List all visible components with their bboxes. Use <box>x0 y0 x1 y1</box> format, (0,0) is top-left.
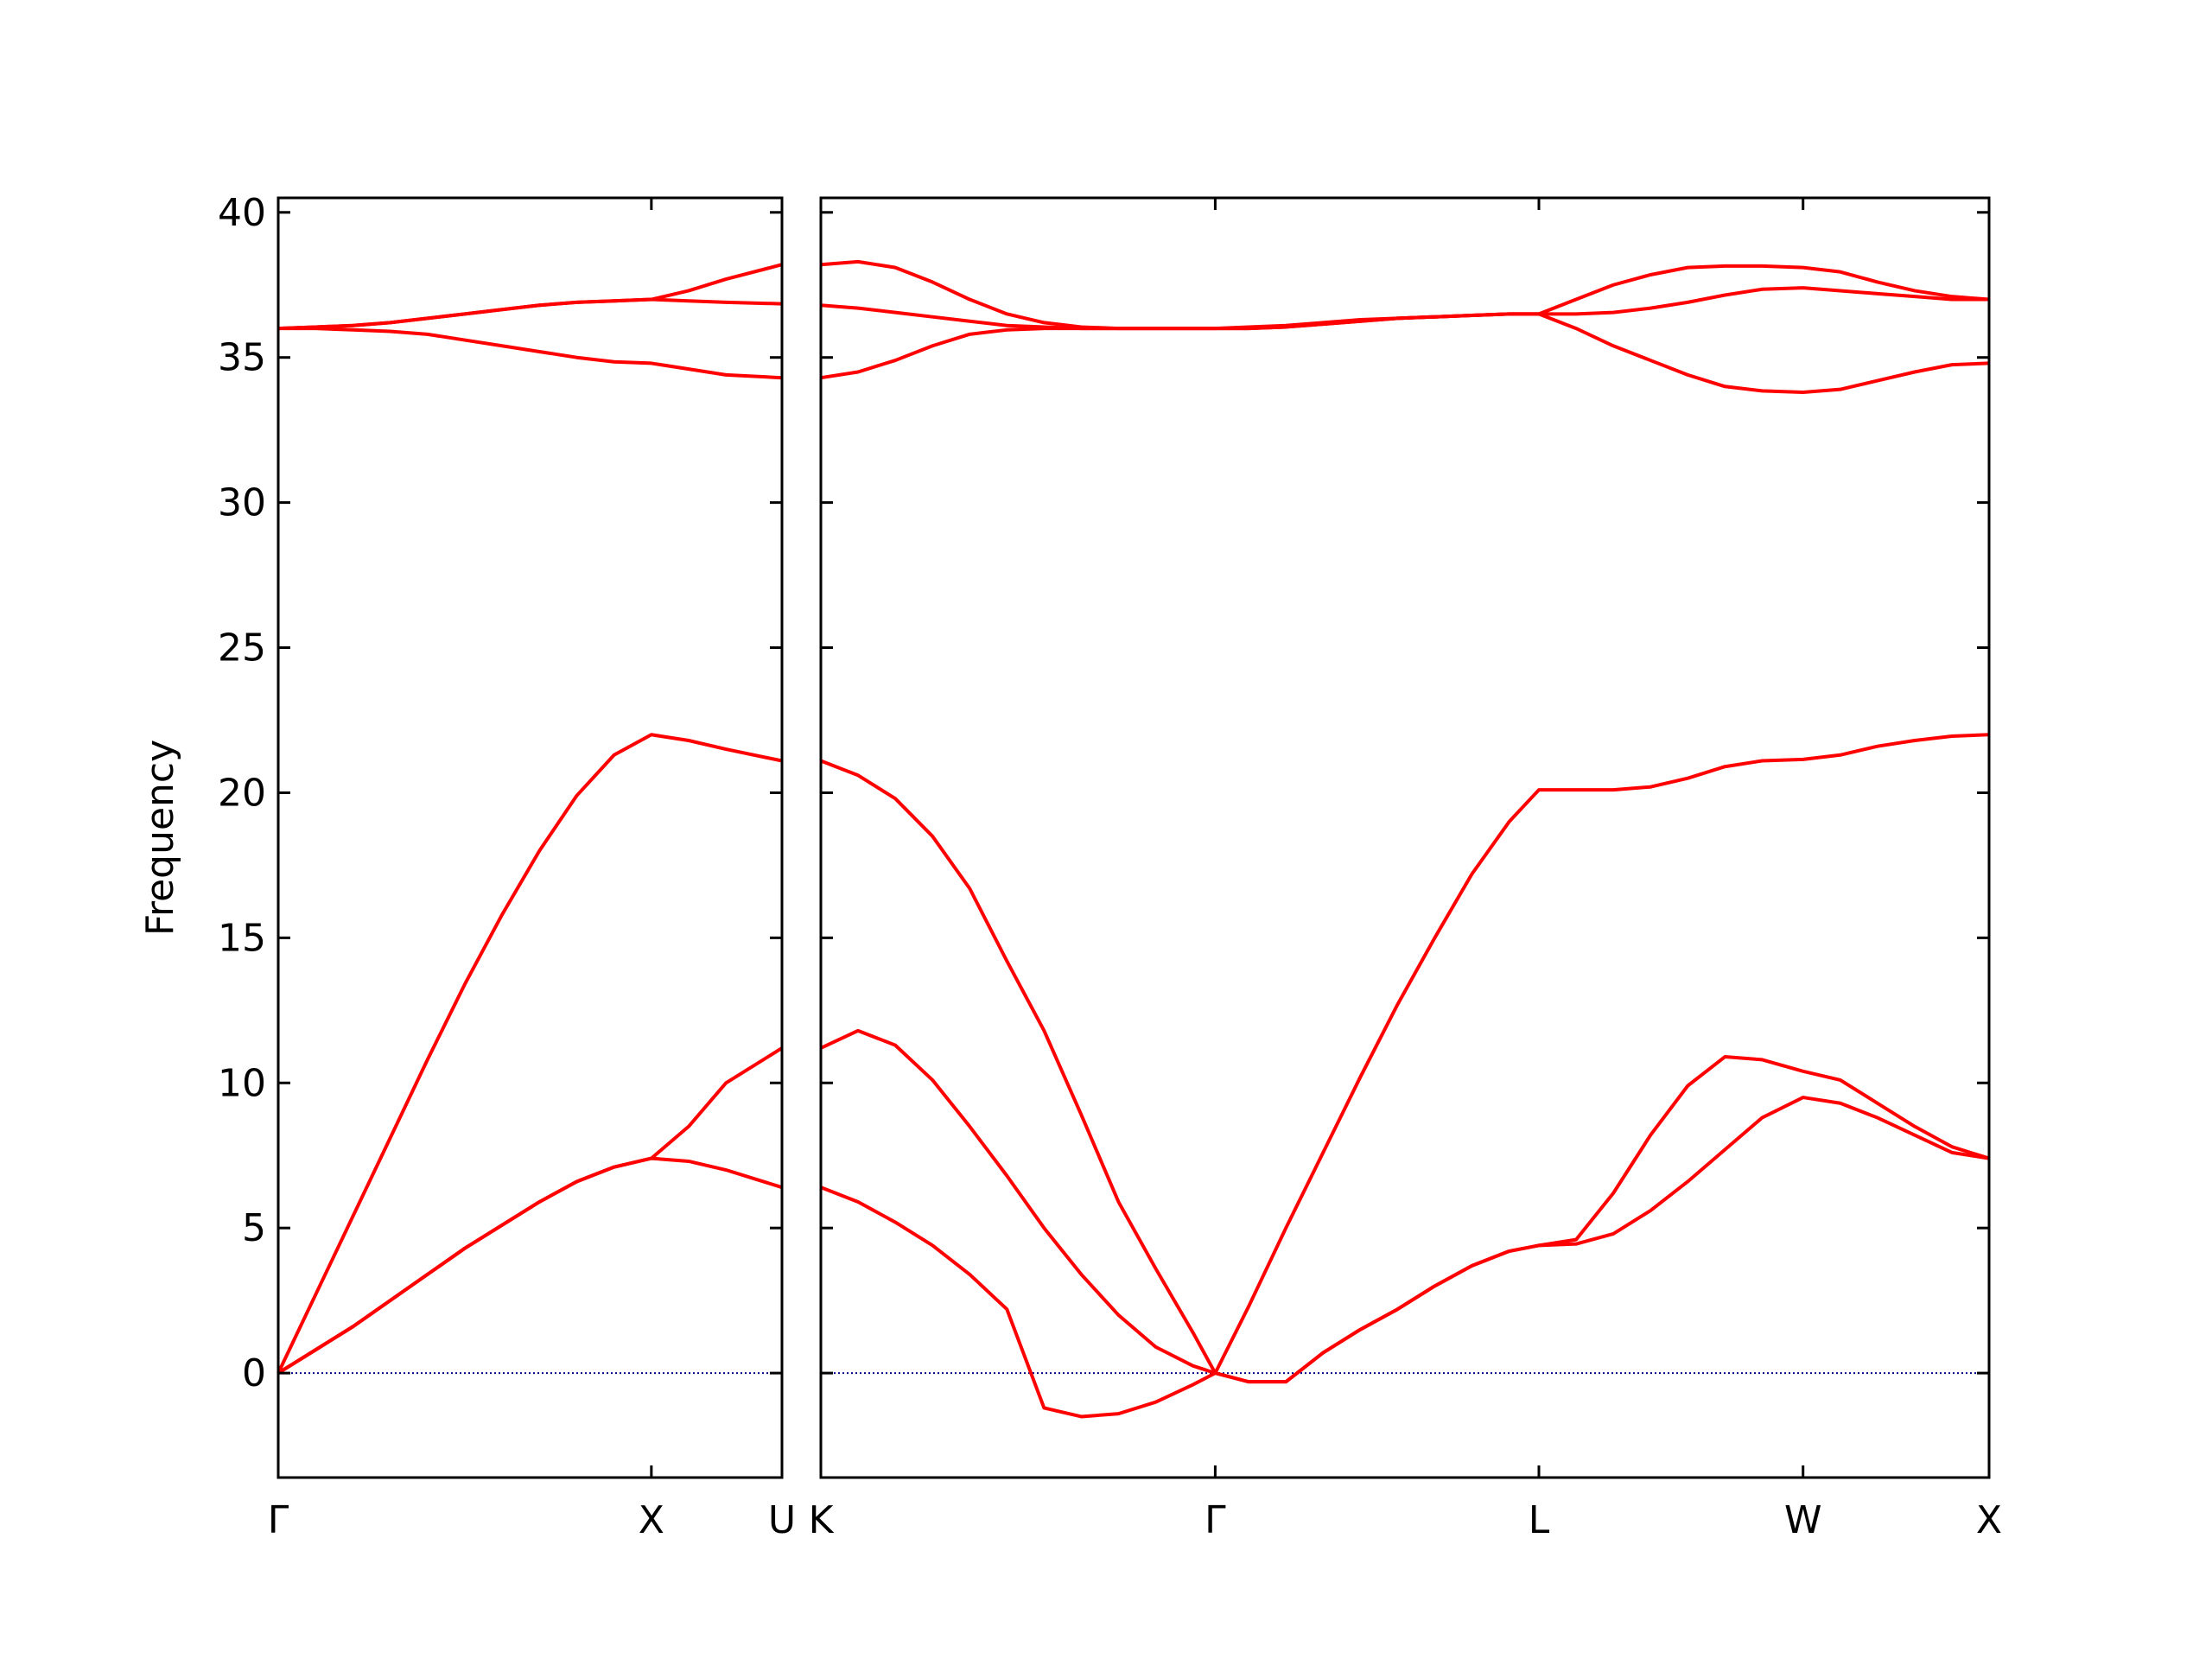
y-tick-label: 35 <box>218 336 266 380</box>
x-tick-label: L <box>1529 1498 1550 1542</box>
plot-frame <box>819 196 1991 1479</box>
x-tick-label: Γ <box>1205 1498 1226 1542</box>
x-tick-label: W <box>1784 1498 1822 1542</box>
y-tick-label: 25 <box>218 626 266 671</box>
y-tick-label: 20 <box>218 771 266 815</box>
band-line <box>276 733 783 1374</box>
x-tick-label: Γ <box>268 1498 289 1542</box>
x-tick-label: U <box>768 1498 796 1542</box>
band-line <box>277 263 783 331</box>
y-tick-label: 5 <box>242 1206 266 1250</box>
y-tick-label: 30 <box>218 481 266 525</box>
x-tick-label: X <box>639 1498 664 1542</box>
plot-frame <box>276 196 784 1479</box>
band-line <box>276 1046 784 1375</box>
y-axis-label: Frequency <box>138 740 182 936</box>
y-tick-label: 10 <box>218 1061 266 1105</box>
x-tick-label: X <box>1976 1498 2002 1542</box>
y-tick-label: 0 <box>242 1351 266 1395</box>
band-line <box>820 1028 1990 1384</box>
band-line <box>278 327 783 380</box>
band-line <box>820 733 1990 1376</box>
band-line <box>820 259 1990 331</box>
y-tick-label: 15 <box>218 916 266 960</box>
x-tick-label: K <box>809 1498 835 1542</box>
y-tick-label: 40 <box>218 191 266 235</box>
